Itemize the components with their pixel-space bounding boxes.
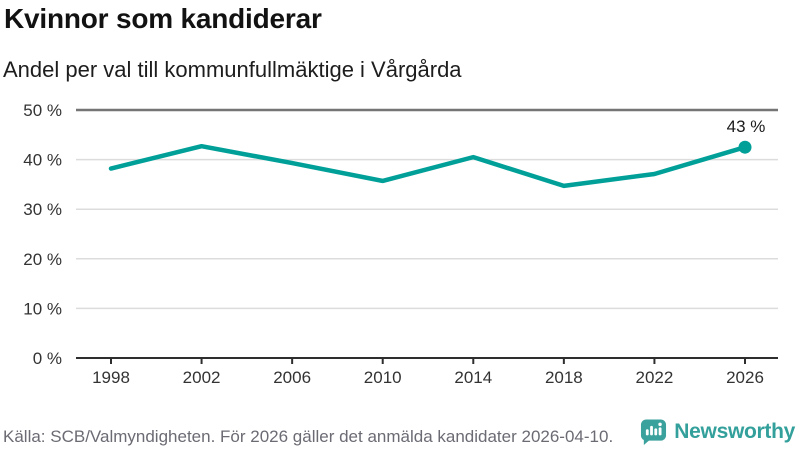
y-axis-tick-label: 30 % bbox=[23, 200, 62, 219]
y-axis-tick-label: 0 % bbox=[33, 349, 62, 368]
data-point-marker bbox=[738, 140, 752, 154]
source-note: Källa: SCB/Valmyndigheten. För 2026 gäll… bbox=[3, 427, 614, 446]
x-axis-tick-label: 2006 bbox=[273, 368, 311, 387]
newsworthy-logo-icon bbox=[641, 419, 667, 446]
chart-subtitle: Andel per val till kommunfullmäktige i V… bbox=[3, 57, 462, 82]
newsworthy-brand: Newsworthy bbox=[640, 418, 795, 446]
page-title: Kvinnor som kandiderar bbox=[4, 3, 322, 34]
data-point-label: 43 % bbox=[727, 117, 766, 136]
y-axis-tick-label: 50 % bbox=[23, 101, 62, 120]
x-axis-tick-label: 2018 bbox=[545, 368, 583, 387]
data-line bbox=[108, 143, 748, 189]
y-axis-tick-label: 40 % bbox=[23, 151, 62, 170]
x-axis-tick-label: 2014 bbox=[454, 368, 492, 387]
x-axis-tick-label: 2010 bbox=[364, 368, 402, 387]
x-axis-tick-label: 2002 bbox=[183, 368, 221, 387]
x-axis-tick-label: 2022 bbox=[636, 368, 674, 387]
newsworthy-logo-text: Newsworthy bbox=[674, 420, 795, 443]
x-axis-tick-label: 2026 bbox=[726, 368, 764, 387]
y-axis-tick-label: 20 % bbox=[23, 250, 62, 269]
y-axis-tick-label: 10 % bbox=[23, 299, 62, 318]
x-axis-tick-label: 1998 bbox=[92, 368, 130, 387]
